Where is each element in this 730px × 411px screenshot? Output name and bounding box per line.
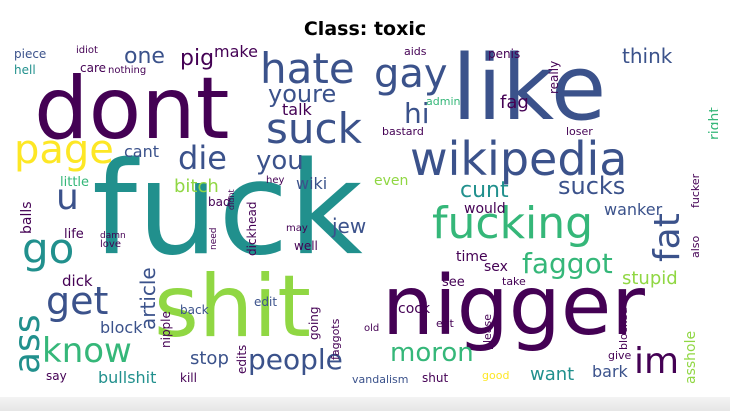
word-stop: stop [190,348,229,369]
word-time: time [456,249,488,265]
word-dont: dont [34,59,230,159]
word-aids: aids [404,45,427,58]
word-cloud: fuck shit nigger dont like hate gay suck… [12,44,718,388]
word-you: you [256,146,304,176]
word-wikipedia: wikipedia [410,132,628,186]
word-need: need [209,227,219,251]
word-think: think [622,44,673,68]
word-faggots: faggots [329,318,342,360]
word-nothing: nothing [108,65,147,76]
word-like: like [452,44,607,141]
word-also: also [689,235,702,258]
word-bastard: bastard [382,125,424,138]
word-fucking: fucking [432,198,594,249]
word-right: right [707,107,718,140]
chart-title: Class: toxic [303,18,427,40]
word-old: old [364,323,380,334]
word-sex: sex [484,259,508,275]
word-dick: dick [62,272,93,290]
word-go: go [22,224,75,273]
word-didnt: didnt [227,189,236,210]
word-going: going [307,306,321,340]
word-bad: bad [208,195,231,209]
word-asshole: asshole [683,330,699,384]
word-balls: balls [19,201,35,234]
word-give: give [608,349,632,362]
word-eat: eat [436,317,454,330]
word-idiot: idiot [76,45,98,56]
word-bitch: bitch [174,176,219,197]
bottom-edge [0,397,730,411]
word-edit: edit [254,295,278,309]
word-dickhead: dickhead [245,201,259,256]
word-please: please [481,313,494,350]
word-ass: ass [12,314,48,374]
word-penis: penis [488,47,521,61]
word-cant: cant [124,142,160,161]
word-piece: piece [14,47,47,61]
word-fuck: fuck [92,135,363,284]
word-back: back [180,303,209,317]
word-want: want [530,364,575,385]
word-faggot: faggot [522,247,613,280]
word-moron: moron [390,338,474,368]
word-talk: talk [282,100,312,119]
word-page: page [14,127,114,173]
word-fag: fag [500,92,529,113]
word-really: really [547,60,561,94]
word-nigger: nigger [382,259,646,354]
word-life: life [64,227,84,242]
word-cock: cock [398,301,431,317]
word-admin: admin [426,95,461,108]
word-care: care [80,61,107,75]
word-know: know [42,331,132,371]
word-pig: pig [180,46,215,71]
word-hi: hi [404,97,430,130]
word-hate: hate [260,44,355,93]
word-hell: hell [14,63,36,77]
word-shut: shut [422,371,449,385]
word-kill: kill [180,371,197,385]
word-stupid: stupid [622,268,678,289]
word-damn: damn [100,231,126,241]
word-die: die [178,139,227,177]
word-would: would [464,201,506,217]
word-fat: fat [647,213,688,262]
word-get: get [46,279,109,323]
word-jew: jew [332,214,367,238]
word-blocked: blocked [617,307,630,350]
word-even: even [374,173,409,189]
word-loser: loser [566,125,593,138]
word-suck: suck [266,104,362,153]
word-bark: bark [592,362,628,381]
word-wanker: wanker [604,200,663,219]
word-may: may [286,223,308,234]
word-fucker: fucker [689,173,702,208]
word-make: make [214,44,258,61]
word-block: block [100,318,143,337]
word-vandalism: vandalism [352,373,409,386]
word-little: little [60,175,90,190]
word-wiki: wiki [296,174,328,193]
word-edits: edits [235,344,249,374]
word-take: take [502,275,526,288]
word-im: im [634,341,680,382]
word-hey: hey [266,175,285,186]
word-nipple: nipple [159,311,173,348]
word-gay: gay [374,51,448,97]
word-well: well [294,239,318,253]
word-people: people [248,343,343,376]
word-cunt: cunt [460,178,509,203]
word-see: see [442,275,465,290]
word-shit: shit [154,257,311,357]
word-love: love [100,239,121,250]
word-good: good [482,369,510,382]
word-bullshit: bullshit [98,368,157,387]
word-youre: youre [268,80,337,108]
word-sucks: sucks [558,172,626,200]
word-u: u [56,177,79,218]
word-one: one [124,44,165,69]
word-say: say [46,369,67,383]
